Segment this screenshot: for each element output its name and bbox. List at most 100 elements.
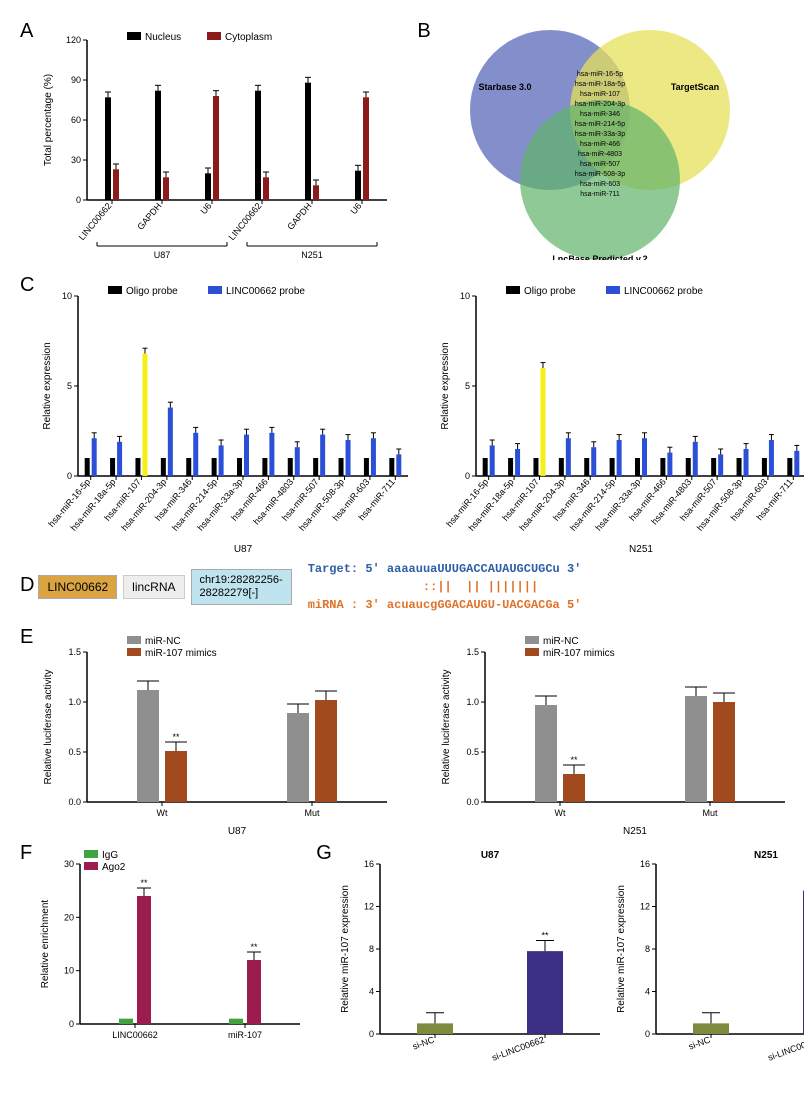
svg-text:miR-107: miR-107 <box>228 1030 262 1040</box>
svg-text:30: 30 <box>71 155 81 165</box>
svg-text:Nucleus: Nucleus <box>145 32 181 43</box>
svg-text:16: 16 <box>364 859 374 869</box>
svg-text:**: ** <box>251 942 259 952</box>
svg-text:hsa-miR-466: hsa-miR-466 <box>580 141 620 148</box>
panel-E-label: E <box>20 626 33 649</box>
d-gene-name: LINC00662 <box>38 575 117 599</box>
svg-text:U6: U6 <box>199 201 214 216</box>
svg-text:si-NC: si-NC <box>687 1034 712 1051</box>
svg-text:0: 0 <box>369 1029 374 1039</box>
panel-F-label: F <box>20 842 32 865</box>
svg-text:Relative miR-107 expression: Relative miR-107 expression <box>616 885 627 1013</box>
svg-text:hsa-miR-507: hsa-miR-507 <box>580 161 620 168</box>
svg-text:N251: N251 <box>302 250 324 260</box>
svg-text:20: 20 <box>64 912 74 922</box>
svg-text:LINC00662: LINC00662 <box>227 201 264 242</box>
svg-text:0.0: 0.0 <box>467 797 480 807</box>
svg-text:si-NC: si-NC <box>411 1034 436 1051</box>
svg-text:hsa-miR-508-3p: hsa-miR-508-3p <box>575 171 625 178</box>
svg-text:hsa-miR-33a-3p: hsa-miR-33a-3p <box>196 477 245 533</box>
svg-text:miR-NC: miR-NC <box>543 636 579 647</box>
svg-text:12: 12 <box>364 902 374 912</box>
svg-text:0: 0 <box>67 471 72 481</box>
svg-text:**: ** <box>141 878 149 888</box>
panel-A-chart: 0306090120Total percentage (%)NucleusCyt… <box>37 20 397 270</box>
svg-text:Oligo probe: Oligo probe <box>126 286 178 297</box>
svg-text:8: 8 <box>369 944 374 954</box>
svg-text:Relative luciferase activity: Relative luciferase activity <box>441 669 452 784</box>
svg-text:miR-NC: miR-NC <box>145 636 181 647</box>
svg-text:hsa-miR-18a-5p: hsa-miR-18a-5p <box>575 81 625 88</box>
svg-text:hsa-miR-508-3p: hsa-miR-508-3p <box>297 477 346 533</box>
svg-text:Starbase 3.0: Starbase 3.0 <box>478 82 531 92</box>
svg-text:0: 0 <box>76 195 81 205</box>
svg-text:U87: U87 <box>228 826 247 836</box>
svg-text:**: ** <box>173 732 181 742</box>
svg-text:Wt: Wt <box>555 808 566 818</box>
svg-text:GAPDH: GAPDH <box>136 201 164 232</box>
svg-text:30: 30 <box>64 859 74 869</box>
svg-text:Relative miR-107 expression: Relative miR-107 expression <box>340 885 351 1013</box>
panel-C-chart-N251: 0510Relative expressionOligo probeLINC00… <box>436 274 804 556</box>
panel-B-label: B <box>417 20 430 43</box>
svg-text:TargetScan: TargetScan <box>671 82 719 92</box>
svg-text:10: 10 <box>64 966 74 976</box>
svg-text:hsa-miR-33a-3p: hsa-miR-33a-3p <box>594 477 643 533</box>
svg-text:1.5: 1.5 <box>467 647 480 657</box>
svg-text:0.5: 0.5 <box>467 747 480 757</box>
svg-text:10: 10 <box>460 291 470 301</box>
d-gene-type: lincRNA <box>123 575 184 599</box>
svg-text:hsa-miR-214-5p: hsa-miR-214-5p <box>575 121 625 128</box>
svg-text:GAPDH: GAPDH <box>286 201 314 232</box>
svg-text:Relative expression: Relative expression <box>440 342 451 429</box>
svg-text:hsa-miR-33a-3p: hsa-miR-33a-3p <box>575 131 625 138</box>
svg-text:60: 60 <box>71 115 81 125</box>
svg-text:hsa-miR-18a-5p: hsa-miR-18a-5p <box>69 477 118 533</box>
svg-text:N251: N251 <box>630 544 654 555</box>
svg-text:hsa-miR-214-5p: hsa-miR-214-5p <box>170 477 219 533</box>
svg-text:hsa-miR-107: hsa-miR-107 <box>580 91 620 98</box>
svg-text:hsa-miR-18a-5p: hsa-miR-18a-5p <box>467 477 516 533</box>
svg-text:hsa-miR-711: hsa-miR-711 <box>580 191 620 198</box>
svg-text:0.0: 0.0 <box>69 797 82 807</box>
svg-text:4: 4 <box>369 987 374 997</box>
svg-text:0: 0 <box>465 471 470 481</box>
svg-text:miR-107 mimics: miR-107 mimics <box>145 648 217 659</box>
svg-text:LINC00662 probe: LINC00662 probe <box>624 286 703 297</box>
svg-text:Mut: Mut <box>305 808 321 818</box>
svg-text:12: 12 <box>640 902 650 912</box>
svg-text:hsa-miR-4803: hsa-miR-4803 <box>578 151 622 158</box>
svg-text:LINC00662 probe: LINC00662 probe <box>226 286 305 297</box>
svg-text:si-LINC00662: si-LINC00662 <box>490 1034 545 1062</box>
svg-text:120: 120 <box>66 35 81 45</box>
panel-G-label: G <box>316 842 332 865</box>
svg-text:0: 0 <box>645 1029 650 1039</box>
panel-E-chart-U87: 0.00.51.01.5Relative luciferase activity… <box>37 626 395 836</box>
svg-text:N251: N251 <box>623 826 647 836</box>
d-sequence: Target: 5' aaaauuaUUUGACCAUAUGCUGCu 3' :… <box>298 560 582 614</box>
svg-text:Relative enrichment: Relative enrichment <box>40 900 51 989</box>
svg-text:LINC00662: LINC00662 <box>77 201 114 242</box>
svg-text:1.0: 1.0 <box>69 697 82 707</box>
panel-D-label: D <box>20 574 34 597</box>
svg-text:**: ** <box>571 755 579 765</box>
svg-text:Wt: Wt <box>157 808 168 818</box>
svg-text:U87: U87 <box>154 250 171 260</box>
svg-text:Relative luciferase activity: Relative luciferase activity <box>43 669 54 784</box>
svg-text:Total percentage (%): Total percentage (%) <box>43 74 54 166</box>
figure-root: A0306090120Total percentage (%)NucleusCy… <box>20 20 784 1078</box>
svg-text:4: 4 <box>645 987 650 997</box>
svg-text:90: 90 <box>71 75 81 85</box>
panel-F-chart: 0102030Relative enrichmentIgGAgo2**LINC0… <box>36 842 306 1052</box>
svg-text:hsa-miR-204-3p: hsa-miR-204-3p <box>120 477 169 533</box>
svg-text:Relative expression: Relative expression <box>42 342 53 429</box>
svg-text:**: ** <box>541 931 549 941</box>
svg-text:LINC00662: LINC00662 <box>112 1030 158 1040</box>
svg-text:5: 5 <box>67 381 72 391</box>
svg-text:Oligo probe: Oligo probe <box>524 286 576 297</box>
svg-text:si-LINC00662: si-LINC00662 <box>766 1034 804 1062</box>
svg-text:miR-107 mimics: miR-107 mimics <box>543 648 615 659</box>
svg-text:0.5: 0.5 <box>69 747 82 757</box>
svg-text:Ago2: Ago2 <box>102 862 126 873</box>
panel-A-label: A <box>20 20 33 43</box>
